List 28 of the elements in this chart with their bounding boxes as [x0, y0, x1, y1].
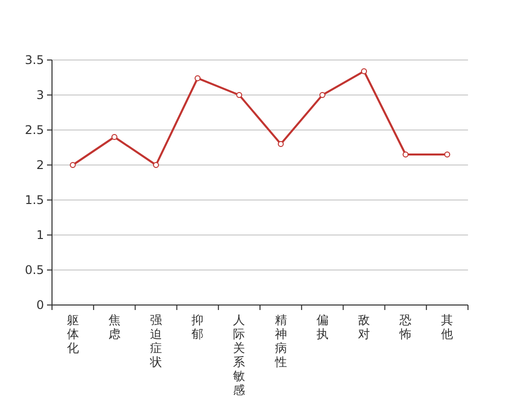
point: [194, 75, 201, 82]
x-tick-label: 抑郁: [192, 313, 204, 341]
point: [444, 152, 450, 158]
point: [361, 68, 367, 74]
x-tick-label: 敌对: [358, 313, 370, 341]
x-tick-label: 人际关系敏感: [233, 313, 246, 397]
x-tick-label: 恐怖: [398, 313, 412, 341]
point: [111, 134, 118, 140]
x-tick-label: 其他: [441, 313, 454, 341]
x-tick-label: 强迫症状: [149, 313, 162, 369]
y-tick-label: 3.5: [24, 53, 44, 67]
x-tick-label: 躯体化: [66, 313, 79, 355]
point: [319, 92, 326, 98]
y-tick-label: 1.5: [24, 193, 44, 207]
y-tick-label: 0: [36, 298, 44, 312]
y-tick-label: 2.5: [24, 123, 44, 137]
y-tick-label: 1: [36, 228, 44, 242]
point: [153, 162, 159, 168]
point: [402, 152, 409, 158]
point: [278, 141, 284, 147]
y-tick-label: 0.5: [24, 263, 44, 277]
x-tick-label: 焦虑: [108, 313, 120, 341]
x-tick-label: 精神病性: [274, 313, 287, 369]
y-tick-label: 2: [36, 158, 44, 172]
x-tick-label: 偏执: [316, 313, 328, 341]
y-tick-label: 3: [36, 88, 44, 102]
point: [236, 92, 242, 98]
point: [70, 162, 76, 168]
